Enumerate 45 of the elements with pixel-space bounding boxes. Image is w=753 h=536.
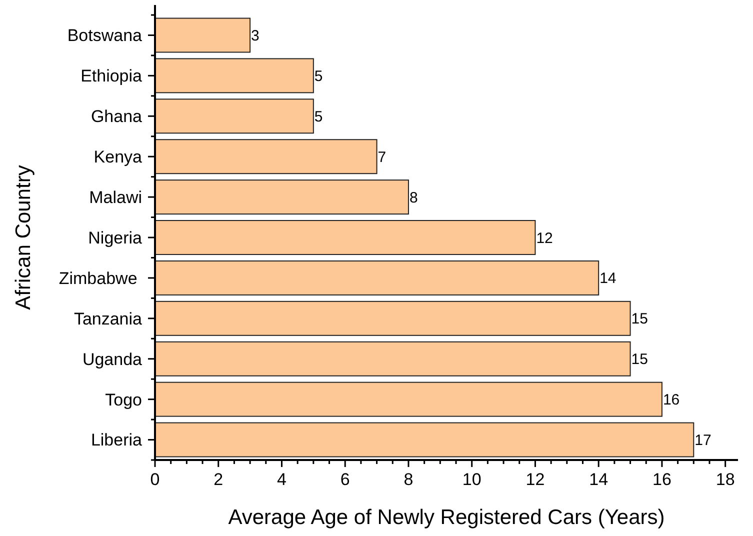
y-tick-label: Botswana	[67, 26, 143, 46]
data-label: 15	[631, 351, 648, 368]
bar	[154, 58, 314, 94]
y-axis-title: African Country	[12, 164, 35, 310]
bar	[154, 422, 694, 458]
x-tick-label: 6	[340, 470, 350, 489]
data-label: 3	[251, 27, 260, 44]
y-tick-label: Togo	[105, 390, 142, 410]
y-tick-label: Nigeria	[88, 228, 143, 248]
y-tick-label: Liberia	[90, 430, 143, 450]
bar	[154, 180, 409, 215]
bar	[154, 98, 314, 134]
y-tick-label: Uganda	[82, 350, 143, 369]
bar	[154, 300, 631, 336]
data-label: 14	[600, 270, 616, 288]
x-tick-label: 4	[277, 470, 286, 489]
data-label: 16	[662, 392, 680, 409]
x-tick-label: 12	[526, 470, 545, 489]
x-tick-label: 14	[589, 470, 608, 489]
x-tick-label: 2	[214, 470, 224, 489]
bar	[154, 18, 251, 53]
x-axis-title: Average Age of Newly Registered Cars (Years)	[228, 506, 665, 529]
y-tick-label: Malawi	[89, 188, 142, 207]
x-tick-label: 18	[716, 470, 735, 489]
bar	[154, 341, 631, 376]
y-tick-label: Kenya	[94, 148, 143, 167]
data-label: 12	[536, 230, 553, 247]
x-tick-label: 0	[150, 470, 160, 489]
x-tick-label: 10	[462, 470, 482, 489]
x-tick-label: 8	[404, 470, 414, 489]
y-tick-label: Ethiopia	[80, 66, 143, 86]
bar	[154, 260, 600, 296]
data-label: 5	[314, 108, 323, 126]
data-label: 5	[314, 68, 323, 85]
y-tick-label: Zimbabwe	[58, 268, 142, 288]
y-tick-label: Ghana	[90, 107, 143, 126]
data-label: 17	[694, 432, 712, 450]
x-tick-label: 16	[652, 470, 672, 489]
y-tick-label: Tanzania	[74, 309, 143, 328]
bar	[154, 220, 536, 255]
bar	[154, 382, 662, 417]
data-label: 15	[631, 310, 648, 328]
data-label: 8	[409, 189, 418, 206]
data-label: 7	[378, 148, 386, 166]
bar	[154, 139, 378, 174]
